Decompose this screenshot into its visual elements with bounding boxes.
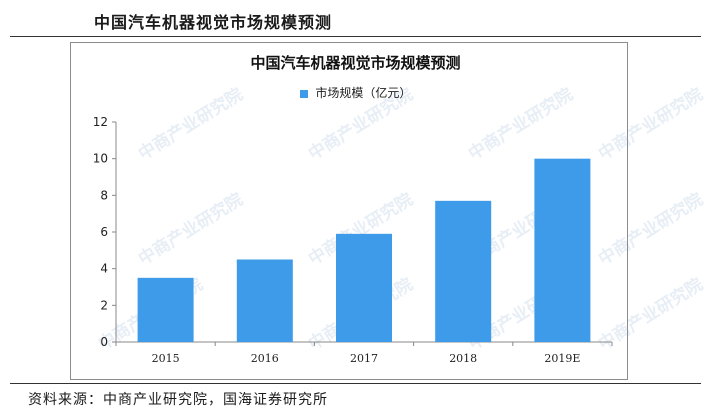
bar-2018	[435, 200, 492, 342]
y-tick-label: 6	[100, 225, 108, 239]
y-tick-label: 0	[100, 335, 108, 349]
bar-2017	[336, 233, 392, 342]
y-tick-label: 2	[100, 298, 108, 312]
x-tick-label: 2016	[251, 352, 279, 365]
y-tick-label: 10	[93, 152, 108, 166]
footer-divider	[10, 383, 701, 384]
source-note: 资料来源：中商产业研究院，国海证券研究所	[28, 392, 328, 408]
header-divider	[10, 36, 701, 37]
y-tick-label: 4	[100, 262, 108, 276]
x-tick-label: 2017	[350, 352, 378, 365]
bar-2019E	[534, 158, 591, 342]
x-tick-label: 2018	[449, 352, 477, 365]
x-tick-label: 2015	[152, 352, 180, 365]
y-tick-label: 12	[93, 115, 108, 129]
legend-swatch	[299, 89, 308, 98]
chart-legend: 市场规模（亿元）	[0, 84, 711, 101]
chart-title: 中国汽车机器视觉市场规模预测	[250, 54, 461, 72]
legend-label: 市场规模（亿元）	[315, 86, 412, 100]
bar-2015	[137, 277, 194, 342]
x-tick-label: 2019E	[544, 352, 580, 365]
page-title: 中国汽车机器视觉市场规模预测	[94, 13, 333, 32]
y-tick-label: 8	[100, 188, 108, 202]
bar-2016	[236, 259, 293, 342]
